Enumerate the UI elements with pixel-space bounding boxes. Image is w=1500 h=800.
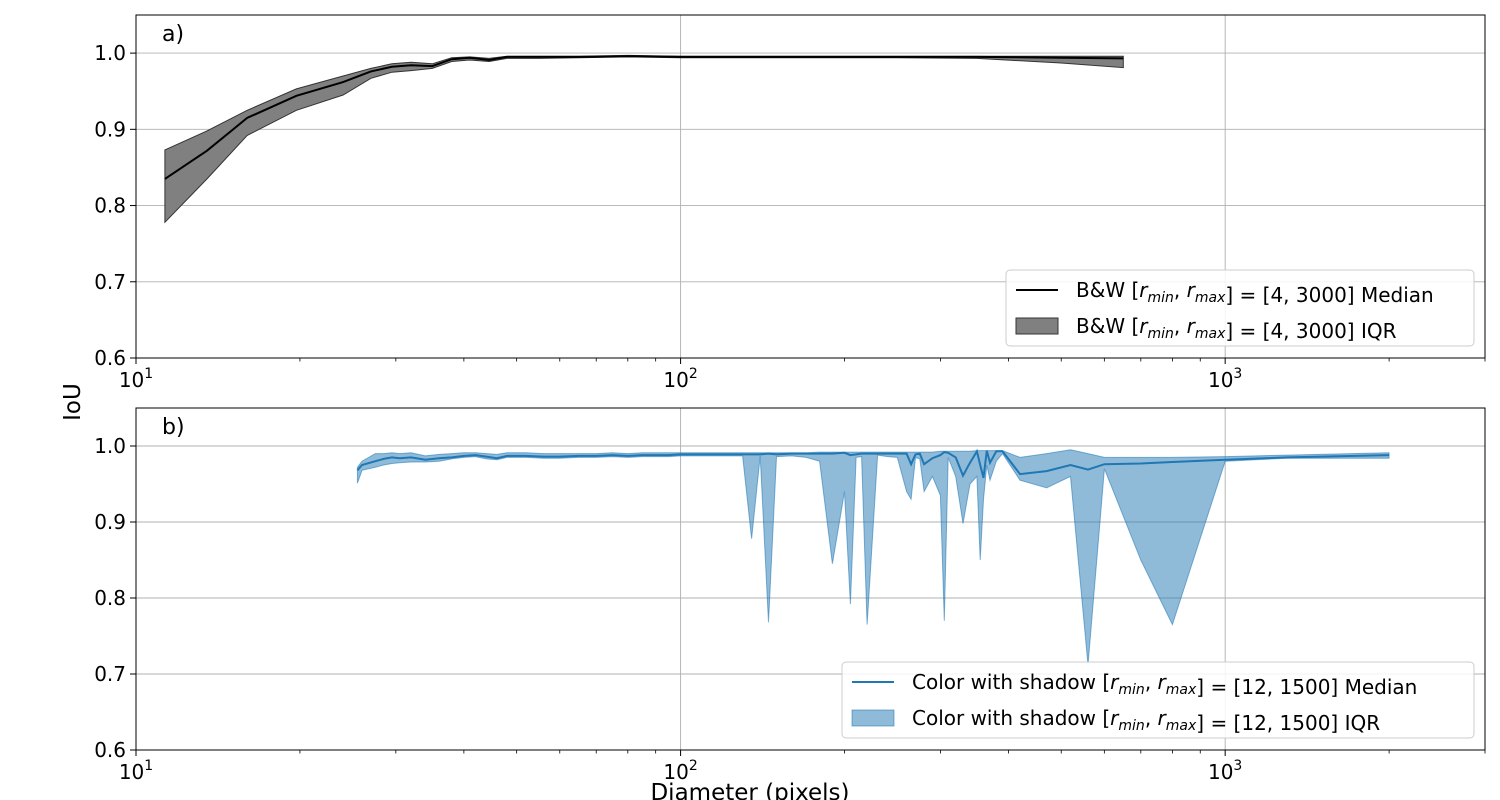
legend-patch-swatch [1015, 317, 1059, 335]
legend-entry-label: Color with shadow [rmin, rmax] = [12, 15… [912, 706, 1380, 735]
y-tick-label: 0.7 [94, 662, 126, 686]
y-tick-label: 0.7 [94, 270, 126, 294]
x-tick-label: 101 [119, 366, 153, 392]
y-axis-label: IoU [60, 383, 86, 421]
x-axis-label: Diameter (pixels) [650, 780, 849, 800]
y-tick-label: 0.6 [94, 346, 126, 370]
panel-a: 0.6 0.7 0.8 0.9 1.0 101 102 103 a) B&W [rmin, rma… [94, 14, 1486, 392]
x-tick-label: 101 [119, 758, 153, 784]
legend-frame [1005, 269, 1475, 347]
legend-frame [841, 661, 1475, 739]
axes-frame [135, 407, 1486, 751]
y-tick-label: 1.0 [94, 41, 126, 65]
x-tick-label: 102 [663, 366, 697, 392]
y-tick-label: 0.8 [94, 586, 126, 610]
median-line [356, 448, 1390, 479]
y-tick-label: 0.9 [94, 510, 126, 534]
y-tick-label: 1.0 [94, 434, 126, 458]
panel-label: a) [162, 22, 184, 47]
x-tick-label: 103 [1208, 366, 1242, 392]
x-tick-label: 103 [1208, 758, 1242, 784]
y-tick-label: 0.6 [94, 738, 126, 762]
iqr-band [356, 449, 1390, 665]
axes-frame [135, 14, 1486, 359]
legend-entry-label: B&W [rmin, rmax] = [4, 3000] Median [1076, 278, 1434, 307]
legend-entry-label: Color with shadow [rmin, rmax] = [12, 15… [912, 670, 1417, 699]
y-tick-label: 0.9 [94, 117, 126, 141]
x-tick-label: 102 [663, 758, 697, 784]
iqr-band [164, 54, 1124, 224]
panel-b: 0.6 0.7 0.8 0.9 1.0 101 102 103 b) Color with sha… [94, 407, 1486, 784]
median-line [164, 55, 1124, 180]
legend-entry-label: B&W [rmin, rmax] = [4, 3000] IQR [1076, 314, 1397, 343]
legend-patch-swatch [851, 709, 895, 727]
panel-label: b) [162, 415, 185, 440]
legend: B&W [rmin, rmax] = [4, 3000] Median B&W [… [1005, 269, 1475, 347]
y-tick-label: 0.8 [94, 194, 126, 218]
legend: Color with shadow [rmin, rmax] = [12, 15… [841, 661, 1475, 739]
